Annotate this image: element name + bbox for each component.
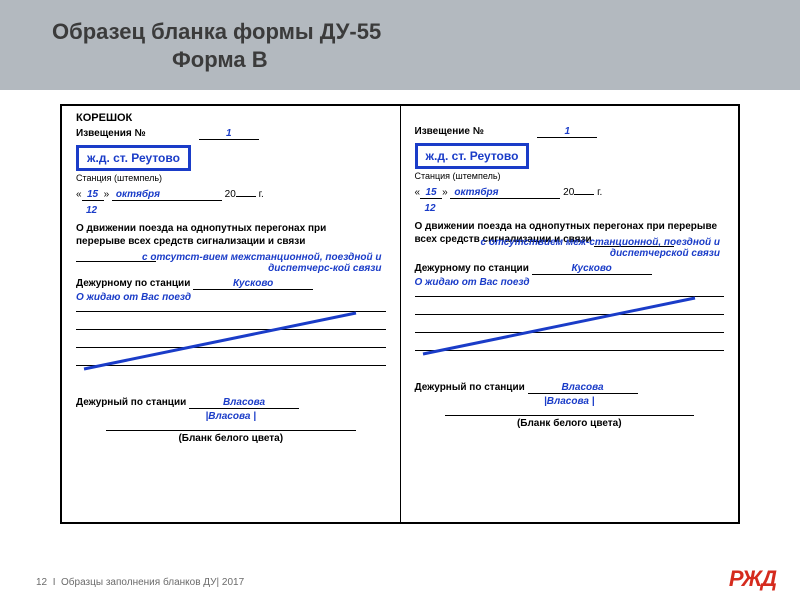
sig-label: Дежурный по станции	[415, 382, 525, 393]
panel-right: Извещение № 1 ж.д. ст. Реутово Станция (…	[401, 106, 739, 522]
station-caption: Станция (штемпель)	[415, 171, 725, 181]
date-month: октября	[450, 187, 560, 199]
izv-label: Извещения №	[76, 128, 196, 139]
dsp-value: Кусково	[193, 278, 313, 290]
strike-line-icon	[415, 292, 725, 364]
content: КОРЕШОК Извещения № 1 ж.д. ст. Реутово С…	[0, 90, 800, 524]
body-line-1: О движении поезда на однопутных перегона…	[415, 221, 718, 232]
izv-label: Извещение №	[415, 126, 535, 137]
footer-sep: I	[53, 577, 56, 588]
footer: 12 I Образцы заполнения бланков ДУ| 2017	[36, 577, 244, 588]
dsp-label: Дежурному по станции	[415, 263, 529, 274]
body-line-2: перерыве всех средств сигнализации и свя…	[76, 236, 305, 247]
rzd-logo: РЖД	[729, 566, 776, 592]
dsp-label: Дежурному по станции	[76, 278, 190, 289]
date-day: 15	[420, 187, 442, 199]
koresh-label: КОРЕШОК	[76, 112, 386, 124]
form-box: КОРЕШОК Извещения № 1 ж.д. ст. Реутово С…	[60, 104, 740, 524]
blank-color: (Бланк белого цвета)	[445, 415, 695, 429]
date-month: октября	[112, 189, 222, 201]
hour: 12	[425, 203, 725, 214]
sig-name: Власова	[528, 382, 638, 394]
sig-row: Дежурный по станции Власова	[76, 397, 386, 409]
sig-sub: |Власова |	[76, 411, 386, 422]
strike-line-icon	[76, 307, 386, 379]
wait-line: О жидаю от Вас поезд	[76, 292, 386, 303]
izv-number: 1	[537, 126, 597, 138]
date-row: «15» октября 20 г.	[76, 189, 386, 201]
sig-label: Дежурный по станции	[76, 397, 186, 408]
dsp-row: Дежурному по станции Кусково	[76, 278, 386, 290]
izv-number: 1	[199, 128, 259, 140]
title-line-2: Форма В	[52, 47, 268, 72]
sig-sub: |Власова |	[415, 396, 725, 407]
station-box: ж.д. ст. Реутово	[415, 143, 530, 169]
page-number: 12	[36, 577, 47, 588]
body-line-1: О движении поезда на однопутных перегона…	[76, 223, 326, 234]
station-caption: Станция (штемпель)	[76, 173, 386, 183]
hour: 12	[86, 205, 386, 216]
dsp-row: Дежурному по станции Кусково	[415, 263, 725, 275]
sig-name: Власова	[189, 397, 299, 409]
station-box: ж.д. ст. Реутово	[76, 145, 191, 171]
date-year	[574, 194, 594, 195]
slide: Образец бланка формы ДУ-55 Форма В КОРЕШ…	[0, 0, 800, 600]
dsp-value: Кусково	[532, 263, 652, 275]
blank-color: (Бланк белого цвета)	[106, 430, 356, 444]
izv-row: Извещение № 1	[415, 126, 725, 138]
title-line-1: Образец бланка формы ДУ-55	[52, 19, 381, 44]
strike-zone	[76, 307, 386, 379]
panel-left: КОРЕШОК Извещения № 1 ж.д. ст. Реутово С…	[62, 106, 401, 522]
header-band: Образец бланка формы ДУ-55 Форма В	[0, 0, 800, 90]
sig-row: Дежурный по станции Власова	[415, 382, 725, 394]
slide-title: Образец бланка формы ДУ-55 Форма В	[52, 18, 800, 73]
wait-line: О жидаю от Вас поезд	[415, 277, 725, 288]
date-day: 15	[82, 189, 104, 201]
strike-zone	[415, 292, 725, 364]
izv-row: Извещения № 1	[76, 128, 386, 140]
date-row: «15» октября 20 г.	[415, 187, 725, 199]
footer-text: Образцы заполнения бланков ДУ| 2017	[61, 577, 244, 588]
date-year	[236, 196, 256, 197]
